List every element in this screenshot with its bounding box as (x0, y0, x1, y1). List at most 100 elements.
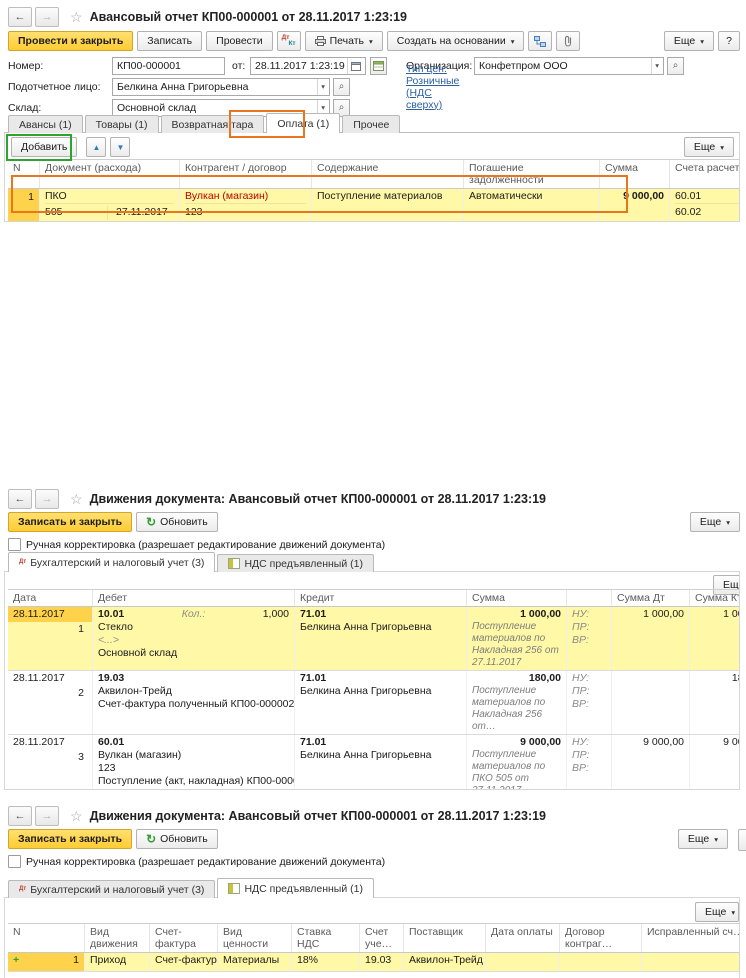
back-button[interactable]: ← (8, 489, 32, 509)
col-accounts[interactable]: Счета расчетов (670, 160, 739, 188)
chevron-down-icon[interactable]: ▾ (317, 99, 325, 116)
cell-credit[interactable]: 71.01 Белкина Анна Григорьевна (295, 607, 467, 670)
cell-tax-labels[interactable]: НУ: ПР: ВР: (567, 671, 612, 734)
col-document[interactable]: Документ (расхода) (40, 160, 180, 188)
tab-tovary[interactable]: Товары (1) (84, 115, 159, 133)
number-field[interactable]: КП00-000001 (112, 56, 225, 75)
more-button[interactable]: Еще ▾ (663, 31, 714, 51)
cell-movement-type[interactable]: Приход (85, 953, 150, 971)
cell-sum-dt[interactable] (612, 671, 690, 734)
cell-tax-labels[interactable]: НУ: ПР: ВР: (567, 607, 612, 670)
table-row[interactable]: 1 ПКО 505 27.11.2017 Вулкан (магазин) 12… (8, 189, 739, 221)
post-button[interactable]: Провести (206, 31, 273, 51)
favorite-star-icon[interactable]: ☆ (70, 490, 83, 507)
cell-payment-date[interactable] (486, 953, 560, 971)
tab-prochee[interactable]: Прочее (342, 115, 401, 133)
cell-n[interactable]: 1 (8, 189, 40, 221)
cell-debit[interactable]: 10.01 Кол.: 1,000 Стекло <...> Основной ск… (93, 607, 295, 670)
save-button[interactable]: Записать (137, 31, 203, 51)
forward-button[interactable]: → (35, 489, 59, 509)
col-date[interactable]: Дата (8, 590, 93, 606)
cell-invoice[interactable]: Счет-фактура по… (150, 953, 218, 971)
col-sum[interactable]: Сумма (600, 160, 670, 188)
add-row-button[interactable]: Добавить (11, 137, 78, 157)
favorite-star-icon[interactable]: ☆ (70, 807, 83, 824)
col-contract[interactable]: Договор контраг… (560, 924, 642, 952)
open-person-button[interactable]: ⌕ (333, 77, 350, 96)
save-and-close-button[interactable]: Записать и закрыть (8, 829, 133, 849)
favorite-star-icon[interactable]: ☆ (70, 8, 83, 25)
save-and-close-button[interactable]: Записать и закрыть (8, 512, 133, 532)
document-journal-button[interactable] (370, 56, 387, 75)
col-movement-type[interactable]: Вид движения (85, 924, 150, 952)
cell-sum[interactable]: 9 000,00 Поступление материалов по ПКО 5… (467, 735, 567, 789)
col-sum-dt[interactable]: Сумма Дт (612, 590, 690, 606)
col-tax[interactable] (567, 590, 612, 606)
cell-date[interactable]: 28.11.2017 3 (8, 735, 93, 789)
col-account[interactable]: Счет уче… (360, 924, 404, 952)
cell-doc-type[interactable]: ПКО (40, 189, 180, 205)
col-n[interactable]: N (8, 924, 85, 952)
open-warehouse-button[interactable]: ⌕ (333, 98, 350, 117)
refresh-button[interactable]: ↻ Обновить (136, 512, 218, 532)
col-sum-kt[interactable]: Сумма Кт (690, 590, 739, 606)
col-sum[interactable]: Сумма (467, 590, 567, 606)
col-vat-rate[interactable]: Ставка НДС (292, 924, 360, 952)
cell-date[interactable]: 28.11.2017 2 (8, 671, 93, 734)
move-up-button[interactable]: ▲ (86, 137, 107, 157)
organization-field[interactable]: Конфетпром ООО ▾ (474, 56, 664, 75)
col-n[interactable]: N (8, 160, 40, 188)
cell-sum-kt[interactable]: 180,00 (690, 671, 739, 734)
move-down-button[interactable]: ▼ (110, 137, 131, 157)
tab-vat[interactable]: НДС предъявленный (1) (217, 878, 374, 898)
cell-sum-kt[interactable]: 9 000,00 (690, 735, 739, 789)
cell-sum-kt[interactable]: 1 000,00 (690, 607, 739, 670)
forward-button[interactable]: → (35, 806, 59, 826)
table-row[interactable]: +1 Приход Счет-фактура по… Материалы 18%… (8, 953, 739, 972)
cell-value-type[interactable]: Материалы (218, 953, 292, 971)
cell-date[interactable]: 28.11.2017 1 (8, 607, 93, 670)
cell-debit[interactable]: 19.03 Аквилон-Трейд Счет-фактура получен… (93, 671, 295, 734)
cell-repayment[interactable]: Автоматически (464, 189, 600, 221)
more-button[interactable]: Еще ▾ (689, 512, 740, 532)
cell-account-credit[interactable]: 60.02 (670, 205, 739, 221)
cell-corrected[interactable] (642, 953, 739, 971)
cell-sum[interactable]: 1 000,00 Поступление материалов по Накла… (467, 607, 567, 670)
help-button[interactable]: ? (718, 31, 740, 51)
chevron-down-icon[interactable]: ▾ (317, 78, 325, 95)
chevron-down-icon[interactable]: ▾ (651, 57, 659, 74)
table-row[interactable]: 28.11.2017 1 10.01 Кол.: 1,000 Стекло <...… (8, 607, 739, 671)
cell-sum-dt[interactable]: 1 000,00 (612, 607, 690, 670)
col-value-type[interactable]: Вид ценности (218, 924, 292, 952)
grid-more-button[interactable]: Еще▾ (695, 902, 739, 922)
person-field[interactable]: Белкина Анна Григорьевна ▾ (112, 77, 330, 96)
col-credit[interactable]: Кредит (295, 590, 467, 606)
open-organization-button[interactable]: ⌕ (667, 56, 684, 75)
col-debit[interactable]: Дебет (93, 590, 295, 606)
manual-correction-checkbox[interactable] (8, 538, 21, 551)
col-repayment[interactable]: Погашение задолженности (464, 160, 600, 188)
col-content[interactable]: Содержание (312, 160, 464, 188)
tab-oplata[interactable]: Оплата (1) (266, 113, 341, 133)
grid-more-button[interactable]: Еще▾ (713, 575, 739, 595)
forward-button[interactable]: → (35, 7, 59, 27)
tab-vat[interactable]: НДС предъявленный (1) (217, 554, 374, 572)
post-and-close-button[interactable]: Провести и закрыть (8, 31, 134, 51)
create-based-on-button[interactable]: Создать на основании ▾ (386, 31, 525, 51)
col-invoice[interactable]: Счет-фактура (150, 924, 218, 952)
cell-sum-dt[interactable]: 9 000,00 (612, 735, 690, 789)
tab-avansy[interactable]: Авансы (1) (8, 115, 83, 133)
dt-kt-button[interactable]: Дт Кт (276, 31, 301, 51)
col-contragent[interactable]: Контрагент / договор (180, 160, 312, 188)
cell-debit[interactable]: 60.01 Вулкан (магазин) 123 Поступление (… (93, 735, 295, 789)
cell-sum[interactable]: 180,00 Поступление материалов по Накладн… (467, 671, 567, 734)
cell-supplier[interactable]: Аквилон-Трейд (404, 953, 486, 971)
document-structure-button[interactable] (528, 31, 553, 51)
cell-account[interactable]: 19.03 (360, 953, 404, 971)
cell-contract[interactable] (560, 953, 642, 971)
cell-doc-number-date[interactable]: 505 27.11.2017 (40, 205, 180, 221)
cell-vat-rate[interactable]: 18% (292, 953, 360, 971)
more-button[interactable]: Еще ▾ (677, 829, 728, 849)
tab-vozvratnaya-tara[interactable]: Возвратная тара (160, 115, 265, 133)
cell-contract[interactable]: 123 (180, 205, 312, 221)
